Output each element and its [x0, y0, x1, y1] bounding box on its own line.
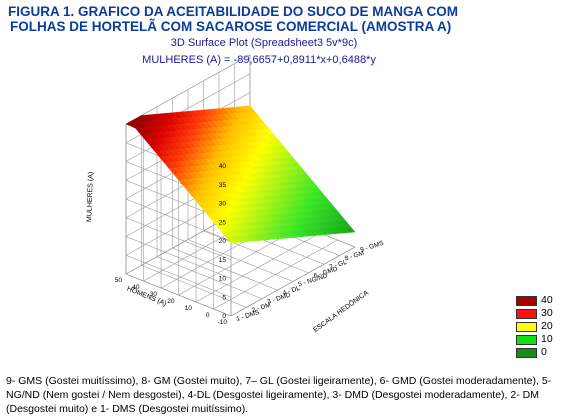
z-tick-label: 5 [222, 294, 226, 301]
z-tick-label: 25 [219, 219, 227, 226]
figure-title: FIGURA 1. GRAFICO DA ACEITABILIDADE DO S… [8, 4, 560, 34]
z-tick-label: 40 [219, 163, 227, 170]
floor-gridline [230, 246, 356, 317]
legend-label: 10 [541, 333, 553, 345]
legend-swatch [516, 335, 537, 345]
figure-caption: 9- GMS (Gostei muitíssimo), 8- GM (Goste… [6, 375, 552, 415]
legend-swatch [516, 309, 537, 319]
y-tick-label: 50 [115, 277, 123, 284]
y-tick-label: 30 [150, 291, 158, 298]
z-tick-label: 0 [222, 313, 226, 320]
floor-gridline [213, 239, 338, 310]
z-tick-label: 20 [219, 238, 227, 245]
z-tick-label: 35 [219, 182, 227, 189]
z-tick-label: 10 [219, 276, 227, 283]
legend-label: 0 [541, 346, 547, 358]
y-tick-label: 40 [132, 284, 140, 291]
legend-label: 40 [541, 294, 553, 306]
y-tick-label: -10 [218, 319, 228, 326]
floor-gridline [195, 232, 321, 303]
z-tick-label: 15 [219, 257, 227, 264]
y-tick-label: 0 [206, 312, 210, 319]
x-tick-label: 9 - GMS [359, 240, 385, 254]
legend-label: 20 [541, 320, 553, 332]
legend-swatch [516, 348, 537, 358]
y-tick-label: 20 [167, 298, 175, 305]
legend-swatch [516, 296, 537, 306]
x-axis-label: ESCALA HEDÔNICA [311, 288, 370, 334]
figure-title-line-2: FOLHAS DE HORTELÃ COM SACAROSE COMERCIAL… [10, 19, 452, 34]
y-axis-label: HOMENS (A) [126, 285, 168, 307]
surface-equation: MULHERES (A) = -89,6657+0,8911*x+0,6488*… [142, 54, 376, 66]
surface-mesh [125, 105, 356, 244]
figure-title-line-1: FIGURA 1. GRAFICO DA ACEITABILIDADE DO S… [8, 4, 458, 19]
surface-cell [344, 226, 356, 233]
legend-swatch [516, 322, 537, 332]
plot-subtitle: 3D Surface Plot (Spreadsheet3 5v*9c) [170, 37, 358, 49]
z-axis-label: MULHERES (A) [86, 172, 95, 222]
z-tick-label: 30 [219, 201, 227, 208]
y-tick-label: 10 [185, 305, 193, 312]
legend-label: 30 [541, 307, 553, 319]
